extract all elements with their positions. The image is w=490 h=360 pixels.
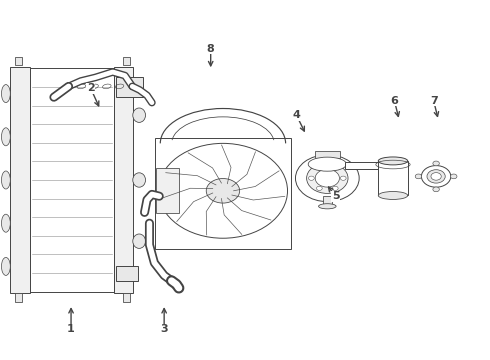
Circle shape bbox=[450, 174, 457, 179]
Bar bbox=[15, 293, 22, 302]
Bar bbox=[10, 67, 30, 293]
Ellipse shape bbox=[318, 204, 336, 209]
Ellipse shape bbox=[133, 173, 146, 187]
Ellipse shape bbox=[1, 128, 10, 146]
Bar bbox=[345, 162, 386, 169]
Bar bbox=[378, 161, 408, 195]
Bar bbox=[122, 293, 130, 302]
Text: 5: 5 bbox=[332, 191, 340, 201]
Text: 7: 7 bbox=[430, 96, 438, 106]
Text: 3: 3 bbox=[160, 324, 168, 334]
Bar bbox=[322, 196, 332, 204]
Text: 2: 2 bbox=[87, 83, 95, 93]
Text: 4: 4 bbox=[293, 110, 300, 120]
Circle shape bbox=[307, 163, 348, 193]
Circle shape bbox=[332, 166, 338, 170]
Text: 6: 6 bbox=[391, 96, 398, 106]
Circle shape bbox=[309, 176, 314, 180]
Circle shape bbox=[433, 187, 440, 192]
Text: 8: 8 bbox=[207, 44, 215, 54]
Bar bbox=[15, 57, 22, 65]
Bar bbox=[116, 77, 143, 97]
Ellipse shape bbox=[383, 162, 389, 169]
Bar bbox=[30, 68, 114, 292]
Ellipse shape bbox=[1, 257, 10, 275]
Circle shape bbox=[341, 176, 346, 180]
Circle shape bbox=[213, 184, 233, 198]
Ellipse shape bbox=[378, 157, 408, 165]
Bar bbox=[114, 67, 133, 293]
Ellipse shape bbox=[378, 192, 408, 199]
Ellipse shape bbox=[1, 214, 10, 232]
Ellipse shape bbox=[133, 234, 146, 248]
Text: 1: 1 bbox=[67, 324, 75, 334]
Ellipse shape bbox=[1, 171, 10, 189]
Bar bbox=[116, 266, 138, 281]
Circle shape bbox=[415, 174, 422, 179]
Ellipse shape bbox=[133, 108, 146, 122]
Circle shape bbox=[317, 186, 322, 190]
Circle shape bbox=[332, 186, 338, 190]
Circle shape bbox=[315, 169, 340, 187]
Bar bbox=[155, 138, 291, 249]
Bar bbox=[122, 57, 130, 65]
Circle shape bbox=[206, 179, 240, 203]
Ellipse shape bbox=[308, 157, 346, 171]
Circle shape bbox=[433, 161, 440, 166]
Bar bbox=[315, 151, 340, 158]
Circle shape bbox=[421, 166, 451, 187]
Bar bbox=[156, 168, 179, 213]
Circle shape bbox=[431, 173, 441, 180]
Circle shape bbox=[317, 166, 322, 170]
Circle shape bbox=[427, 170, 445, 183]
Ellipse shape bbox=[1, 85, 10, 103]
Circle shape bbox=[295, 155, 359, 202]
